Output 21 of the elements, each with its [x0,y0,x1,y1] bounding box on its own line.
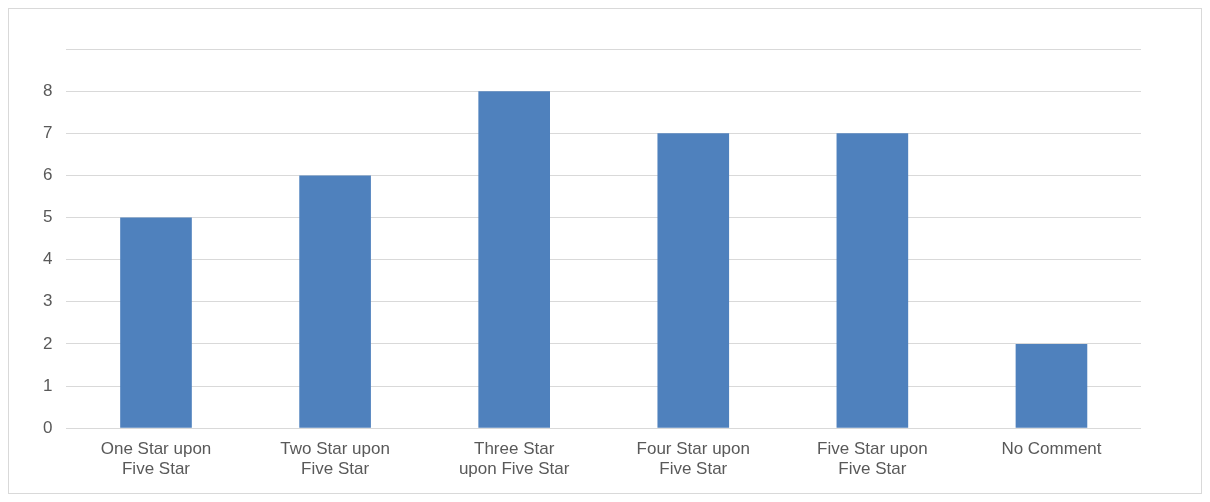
y-tick-label: 8 [42,80,53,100]
y-tick-label: 7 [42,122,53,142]
x-tick-label: No Comment [1001,439,1102,459]
y-tick-label: 0 [42,417,53,437]
bar [1015,343,1088,428]
bar [299,175,371,428]
x-tick-label: Four Star upon Five Star [636,439,750,479]
bar [478,91,550,428]
bar [836,133,909,428]
bar [120,217,192,428]
y-tick-label: 1 [42,375,53,395]
y-tick-label: 2 [42,333,53,353]
x-tick-label: Three Star upon Five Star [458,439,570,479]
x-tick-label: Five Star upon Five Star [817,439,928,479]
y-tick-label: 6 [42,165,53,185]
y-tick-label: 4 [42,249,53,269]
x-tick-label: Two Star upon Five Star [280,439,390,479]
x-tick-label: One Star upon Five Star [100,439,212,479]
y-tick-label: 5 [42,207,53,227]
y-tick-label: 3 [42,291,53,311]
bar [657,133,730,428]
